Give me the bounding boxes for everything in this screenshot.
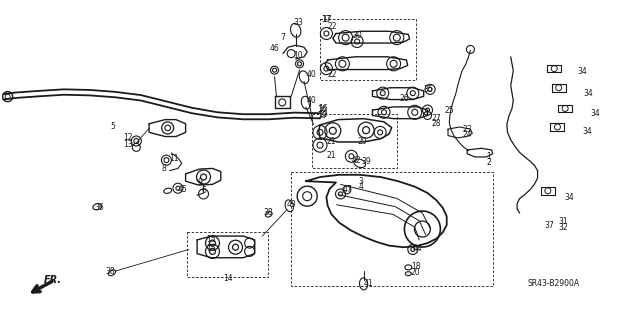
Text: 22: 22	[328, 70, 337, 78]
Text: 8: 8	[161, 164, 166, 173]
Text: 30: 30	[352, 31, 362, 40]
Text: 2: 2	[486, 158, 491, 167]
Text: 17: 17	[323, 15, 332, 24]
Text: 1: 1	[486, 152, 491, 161]
Text: 38: 38	[264, 208, 273, 217]
Text: 33: 33	[293, 18, 303, 27]
Text: 5: 5	[110, 122, 115, 130]
Text: 7: 7	[280, 33, 285, 42]
Text: 38: 38	[106, 267, 115, 276]
Text: 45: 45	[178, 185, 188, 194]
Text: 34: 34	[564, 193, 574, 202]
Text: 20: 20	[411, 268, 420, 277]
Text: 26: 26	[399, 94, 409, 103]
Text: 34: 34	[577, 67, 587, 76]
Text: 42: 42	[352, 156, 362, 165]
Text: 15: 15	[206, 244, 216, 253]
Text: 24: 24	[462, 130, 472, 139]
Text: 4: 4	[358, 182, 364, 191]
Text: 12: 12	[124, 133, 133, 142]
Text: 40: 40	[307, 96, 316, 105]
Text: 34: 34	[590, 109, 600, 118]
Text: 27: 27	[432, 114, 442, 122]
Text: 39: 39	[361, 157, 371, 166]
Text: SR43-B2900A: SR43-B2900A	[528, 279, 580, 288]
Text: 21: 21	[326, 151, 336, 160]
Text: 11: 11	[170, 154, 179, 163]
Text: 29: 29	[357, 137, 367, 146]
Text: 19: 19	[317, 111, 326, 120]
Text: 34: 34	[582, 127, 592, 136]
Text: 28: 28	[432, 119, 442, 128]
Text: 34: 34	[584, 89, 593, 98]
Text: 9: 9	[197, 178, 202, 187]
Text: 16: 16	[317, 105, 326, 114]
Text: 35: 35	[424, 85, 433, 94]
Text: 36: 36	[95, 203, 104, 212]
Text: 44: 44	[413, 244, 422, 253]
Text: 37: 37	[544, 221, 554, 230]
Text: 10: 10	[293, 51, 303, 60]
Text: 3: 3	[358, 177, 364, 186]
Text: 6: 6	[202, 186, 207, 195]
Text: 46: 46	[270, 44, 280, 53]
Text: 41: 41	[364, 279, 373, 288]
Text: 21: 21	[326, 137, 336, 146]
Text: 22: 22	[328, 22, 337, 31]
Text: 19: 19	[318, 110, 328, 119]
Text: 18: 18	[411, 262, 420, 271]
Text: 15: 15	[206, 235, 216, 244]
Text: 14: 14	[223, 274, 232, 283]
Text: 17: 17	[321, 15, 331, 24]
Text: 47: 47	[342, 185, 352, 194]
Text: 23: 23	[462, 125, 472, 134]
Text: FR.: FR.	[44, 275, 61, 285]
Text: 31: 31	[558, 217, 568, 226]
Text: 40: 40	[307, 70, 316, 79]
Text: 16: 16	[318, 104, 328, 113]
Text: 43: 43	[287, 200, 296, 209]
Text: 13: 13	[124, 140, 133, 149]
Text: 25: 25	[445, 106, 454, 115]
Text: 32: 32	[558, 223, 568, 232]
